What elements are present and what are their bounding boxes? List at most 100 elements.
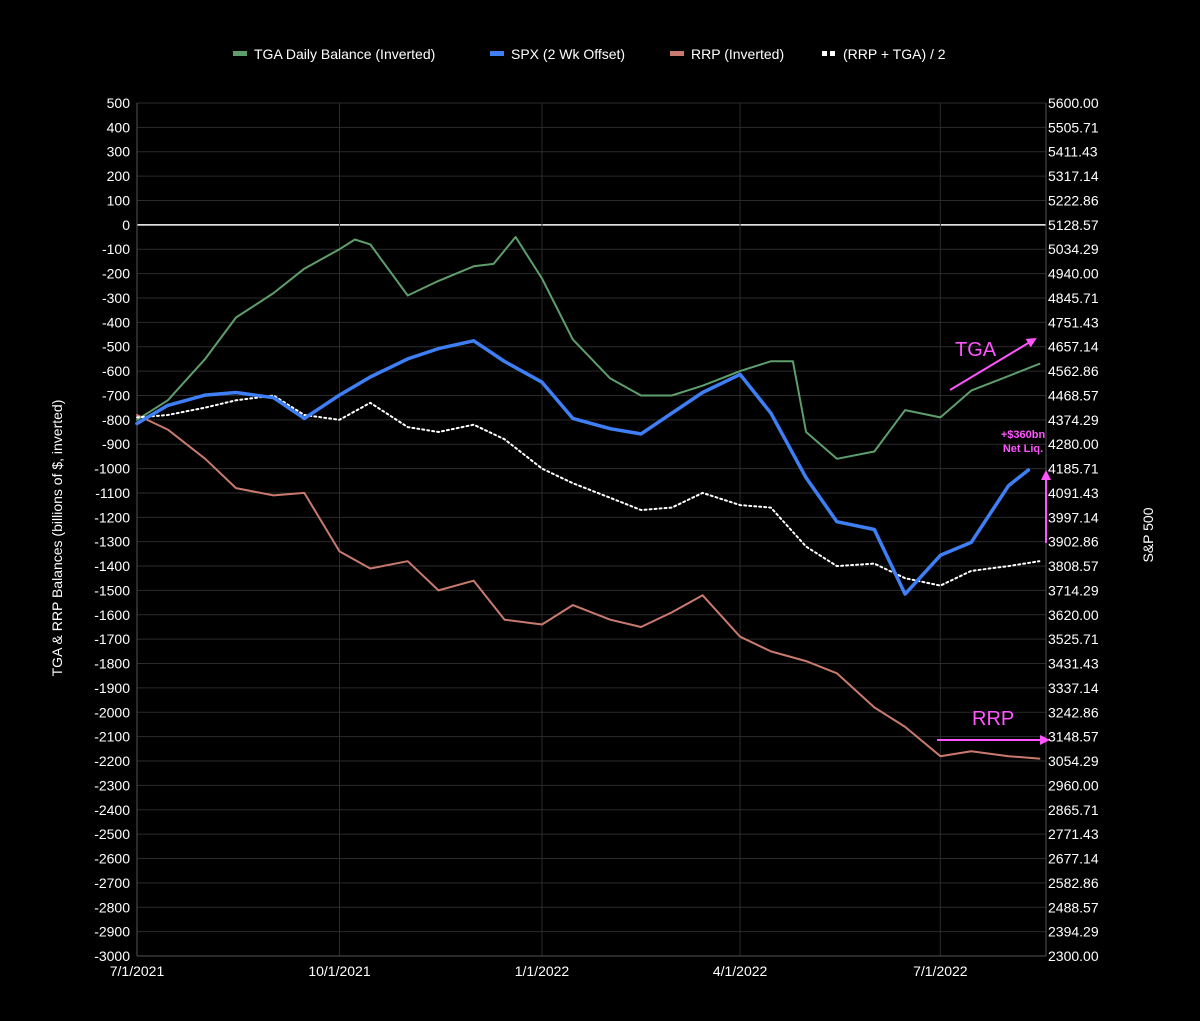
left-tick-label: -200: [102, 266, 130, 282]
right-tick-label: 3431.43: [1048, 656, 1099, 672]
right-tick-label: 3997.14: [1048, 509, 1099, 525]
left-axis-title: TGA & RRP Balances (billions of $, inver…: [49, 400, 65, 677]
x-tick-label: 10/1/2021: [308, 963, 370, 979]
right-tick-label: 3902.86: [1048, 534, 1099, 550]
right-tick-label: 4845.71: [1048, 290, 1099, 306]
right-tick-label: 5411.43: [1048, 144, 1098, 160]
series-line-tga-daily-balance-inverted: [136, 236, 1041, 460]
left-tick-label: -2800: [94, 899, 130, 915]
right-tick-label: 2488.57: [1048, 899, 1099, 915]
left-tick-label: -600: [102, 363, 130, 379]
series-line-rrp-inverted: [136, 414, 1041, 760]
right-tick-label: 3148.57: [1048, 729, 1099, 745]
left-tick-label: -2000: [94, 704, 130, 720]
left-tick-label: 300: [107, 144, 131, 160]
legend-label-tga-daily-balance-inverted: TGA Daily Balance (Inverted): [254, 46, 435, 62]
right-tick-label: 3054.29: [1048, 753, 1099, 769]
legend-swatch-tga-daily-balance-inverted: [233, 51, 247, 56]
right-tick-label: 2865.71: [1048, 802, 1099, 818]
right-tick-label: 4657.14: [1048, 339, 1099, 355]
legend-swatch-spx-2-wk-offset: [490, 51, 504, 56]
left-tick-label: -800: [102, 412, 130, 428]
legend-swatch-rrp-inverted: [670, 51, 684, 56]
left-tick-label: 100: [107, 192, 131, 208]
left-tick-label: -1400: [94, 558, 130, 574]
left-tick-label: -1100: [95, 485, 130, 501]
left-tick-label: -2500: [94, 826, 130, 842]
left-tick-label: 200: [107, 168, 131, 184]
left-tick-label: -300: [102, 290, 130, 306]
legend-label-spx-2-wk-offset: SPX (2 Wk Offset): [511, 46, 625, 62]
left-tick-label: -1700: [94, 631, 130, 647]
right-tick-label: 2677.14: [1048, 851, 1099, 867]
series-line-spx-2-wk-offset: [135, 339, 1031, 596]
x-tick-label: 4/1/2022: [713, 963, 768, 979]
right-tick-label: 2582.86: [1048, 875, 1099, 891]
right-tick-label: 5505.71: [1048, 119, 1099, 135]
right-tick-label: 3714.29: [1048, 582, 1099, 598]
right-tick-label: 4468.57: [1048, 387, 1099, 403]
annotation-tga-label: TGA: [955, 339, 997, 361]
right-tick-label: 2960.00: [1048, 777, 1099, 793]
left-tick-label: -1000: [94, 461, 130, 477]
right-tick-label: 4185.71: [1048, 461, 1099, 477]
right-tick-label: 4940.00: [1048, 266, 1099, 282]
right-tick-label: 3242.86: [1048, 704, 1099, 720]
right-tick-label: 4374.29: [1048, 412, 1099, 428]
annotation-tga-arrow: [949, 337, 1037, 391]
right-tick-label: 5317.14: [1048, 168, 1099, 184]
left-tick-label: -1500: [94, 582, 130, 598]
right-tick-label: 4562.86: [1048, 363, 1099, 379]
right-tick-label: 2771.43: [1048, 826, 1099, 842]
left-tick-label: -2900: [94, 924, 130, 940]
right-tick-label: 4280.00: [1048, 436, 1099, 452]
left-tick-label: -2100: [94, 729, 130, 745]
annotation-netliq-label: Net Liq.: [1003, 443, 1043, 455]
legend-swatch-rrp-tga-2: [830, 51, 835, 56]
x-axis-ticks: 7/1/2021 10/1/2021 1/1/2022 4/1/2022 7/1/202…: [110, 963, 968, 979]
annotation-rrp-label: RRP: [972, 708, 1014, 730]
left-tick-label: -1300: [94, 534, 130, 550]
left-tick-label: 0: [122, 217, 130, 233]
legend-label-rrp-tga-2: (RRP + TGA) / 2: [843, 46, 946, 62]
right-tick-label: 3525.71: [1048, 631, 1099, 647]
left-tick-label: 500: [107, 95, 131, 111]
left-tick-label: -3000: [94, 948, 130, 964]
left-tick-label: -1800: [94, 656, 130, 672]
x-tick-label: 7/1/2021: [110, 963, 165, 979]
right-tick-label: 4751.43: [1048, 314, 1099, 330]
right-tick-label: 5600.00: [1048, 95, 1099, 111]
left-tick-label: -100: [102, 241, 130, 257]
right-tick-label: 4091.43: [1048, 485, 1099, 501]
x-tick-label: 1/1/2022: [515, 963, 570, 979]
legend-swatch-rrp-tga-2: [822, 51, 827, 56]
annotations: TGA RRP +$360bn Net Liq.: [937, 337, 1051, 745]
series-layer: [135, 236, 1041, 760]
left-tick-label: -2200: [94, 753, 130, 769]
left-tick-label: -900: [102, 436, 130, 452]
chart-grid: [136, 102, 1047, 957]
left-axis-ticks: 500 400 300 200 100 0 -100 -200 -300 -400 -500 -600…: [94, 95, 130, 964]
right-axis-title: S&P 500: [1140, 507, 1156, 562]
legend-label-rrp-inverted: RRP (Inverted): [691, 46, 784, 62]
right-tick-label: 2394.29: [1048, 924, 1099, 940]
annotation-netliq-amount: +$360bn: [1001, 429, 1046, 441]
x-tick-label: 7/1/2022: [913, 963, 968, 979]
left-tick-label: -1900: [94, 680, 130, 696]
right-tick-label: 3620.00: [1048, 607, 1099, 623]
left-tick-label: -2400: [94, 802, 130, 818]
right-tick-label: 2300.00: [1048, 948, 1099, 964]
left-tick-label: -2600: [94, 851, 130, 867]
left-tick-label: -2700: [94, 875, 130, 891]
left-tick-label: -400: [102, 314, 130, 330]
left-tick-label: -2300: [94, 777, 130, 793]
right-tick-label: 3808.57: [1048, 558, 1099, 574]
left-tick-label: -1600: [94, 607, 130, 623]
right-tick-label: 5222.86: [1048, 192, 1099, 208]
chart-legend: TGA Daily Balance (Inverted) SPX (2 Wk Of…: [233, 46, 946, 62]
left-tick-label: -500: [102, 339, 130, 355]
left-tick-label: -1200: [94, 509, 130, 525]
right-axis-ticks: 5600.00 5505.71 5411.43 5317.14 5222.86 5128.…: [1048, 95, 1099, 964]
series-line-rrp-tga-2: [136, 394, 1041, 587]
